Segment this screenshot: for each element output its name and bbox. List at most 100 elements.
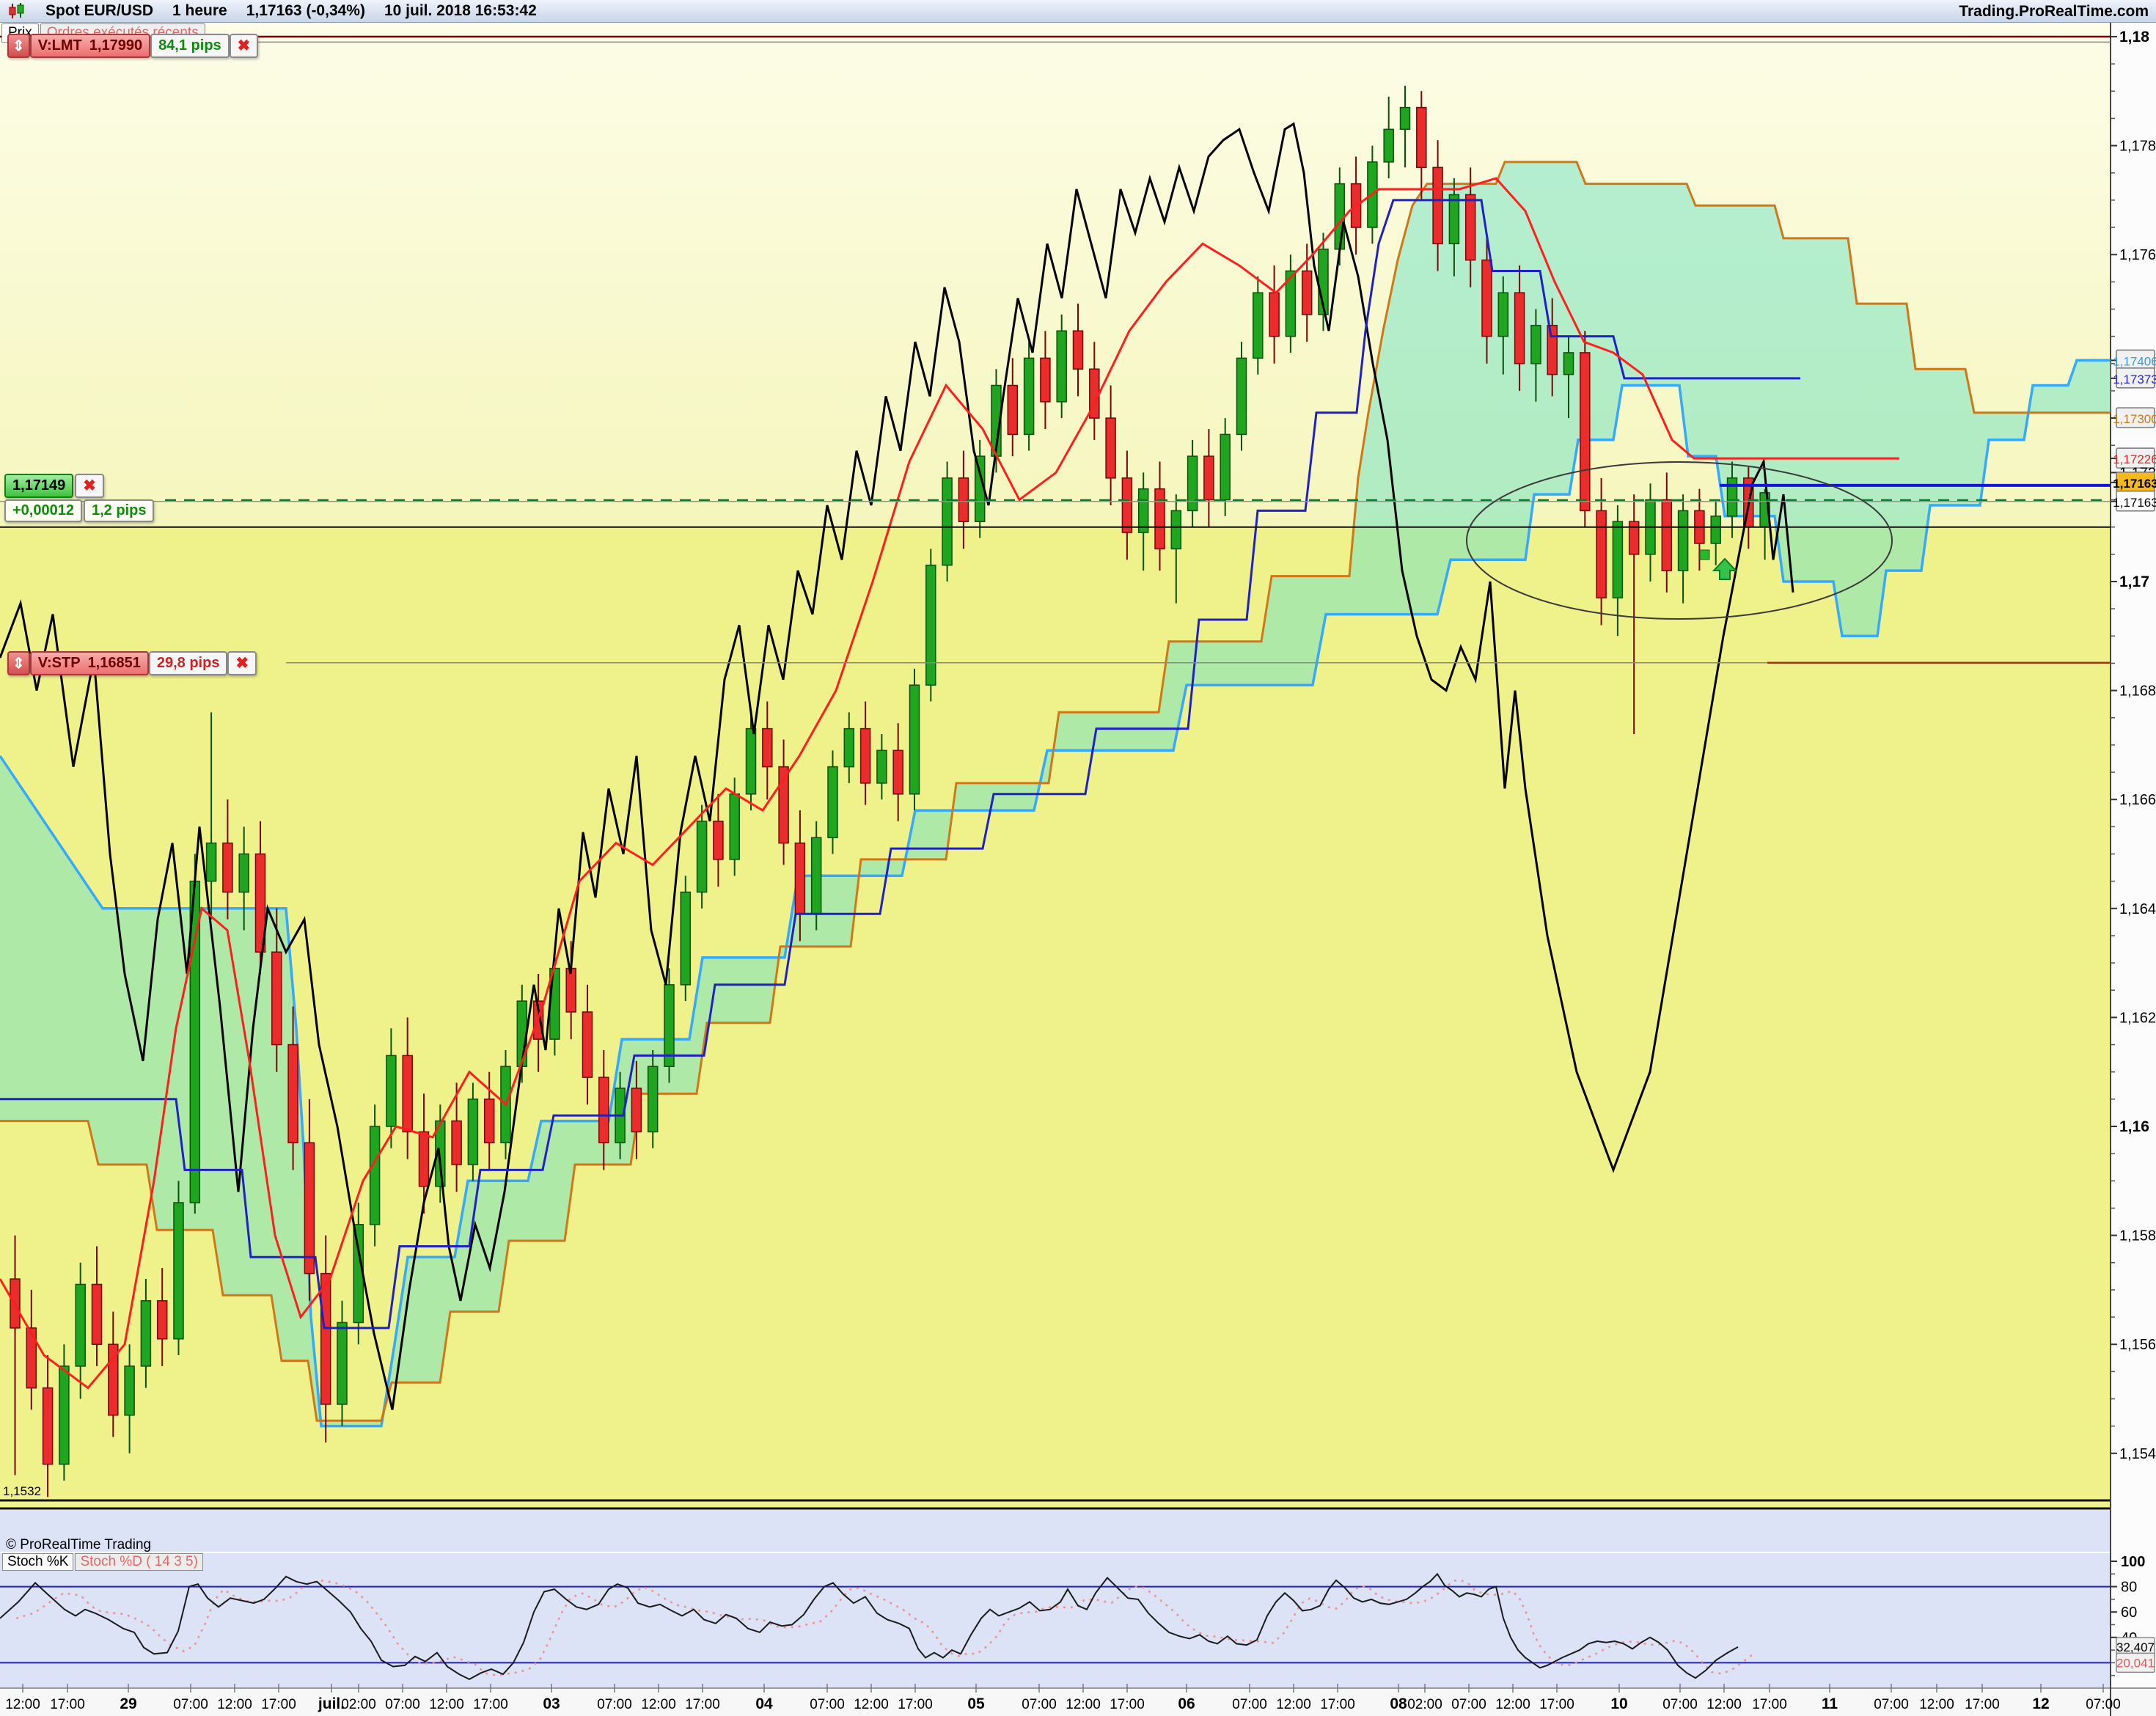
stop-order-pips: 29,8 pips (148, 651, 228, 675)
time-axis-label: 12:00 (1066, 1697, 1101, 1712)
price-axis-label: 1,17406 (2113, 354, 2156, 368)
tab-stoch-k[interactable]: Stoch %K (2, 1553, 74, 1571)
tab-stoch-d[interactable]: Stoch %D ( 14 3 5) (75, 1553, 203, 1571)
price-axis-label: 1,18 (2119, 29, 2149, 45)
time-axis-background (0, 1688, 2156, 1716)
time-axis-label: 12:00 (5, 1697, 40, 1712)
drag-updown-icon[interactable]: ⇕ (7, 651, 30, 675)
time-axis-label: 29 (120, 1695, 136, 1712)
price-axis-label: 1,178 (2119, 139, 2156, 155)
price-axis-label: 1,17226 (2113, 452, 2156, 466)
time-axis-label: 12:00 (641, 1697, 676, 1712)
position-widget[interactable]: 1,17149 ✖ +0,00012 1,2 pips (4, 474, 155, 524)
position-close-icon[interactable]: ✖ (75, 474, 104, 498)
time-axis-label: 17:00 (1320, 1697, 1355, 1712)
price-axis-label: 1,16 (2119, 1118, 2149, 1135)
stop-order-close-icon[interactable]: ✖ (227, 651, 257, 675)
price-axis-label: 1,154 (2119, 1446, 2156, 1462)
limit-order-close-icon[interactable]: ✖ (229, 34, 259, 58)
time-axis-label: 12:00 (217, 1697, 252, 1712)
price-axis-label: 1,17163 (2113, 496, 2156, 510)
price-overlay-line (0, 122, 1794, 1410)
stop-order-type: V:STP (37, 655, 81, 671)
price-axis-label: 1,168 (2119, 683, 2156, 700)
limit-order-price: 1,17990 (89, 37, 143, 54)
senkou-a-line (0, 161, 2111, 1422)
time-axis-label: 12:00 (1495, 1697, 1530, 1712)
position-price[interactable]: 1,17149 (4, 474, 74, 498)
time-axis-label: 12:00 (1276, 1697, 1311, 1712)
price-axis-label: 1,17 (2119, 573, 2149, 590)
indicator-panel-background (0, 1510, 2111, 1688)
tenkan-line (0, 177, 1899, 1390)
time-axis-label: juil. (318, 1695, 345, 1712)
price-axis-label: 1,158 (2119, 1228, 2156, 1244)
time-axis-label: 17:00 (473, 1697, 508, 1712)
time-axis-label: 07:00 (1662, 1697, 1698, 1712)
price-axis-label: 1,162 (2119, 1010, 2156, 1026)
time-axis-label: 07:00 (1874, 1697, 1909, 1712)
price-axis-label: 1,17300 (2113, 412, 2156, 426)
stoch-value-label: 20,041 (2116, 1656, 2155, 1670)
price-label-box (2116, 367, 2155, 389)
stop-order-widget[interactable]: ⇕ V:STP 1,16851 29,8 pips ✖ (7, 651, 257, 675)
time-axis-label: 07:00 (1022, 1697, 1057, 1712)
time-axis-label: 07:00 (1232, 1697, 1267, 1712)
timeframe-label[interactable]: 1 heure (172, 2, 227, 19)
position-pnl: +0,00012 (4, 499, 82, 522)
price-axis-label: 1,164 (2119, 901, 2156, 917)
time-axis-label: 02:00 (341, 1697, 376, 1712)
stoch-d-line (15, 1579, 1755, 1676)
time-axis-label: 17:00 (1965, 1697, 2000, 1712)
price-axis: 1,18 1,178 1,176 1,17406 1,17373 1,17300 1,172… (2111, 29, 2156, 1462)
time-axis-label: 03 (543, 1695, 560, 1712)
platform-link[interactable]: Trading.ProRealTime.com (1959, 3, 2149, 20)
limit-order-pips: 84,1 pips (150, 34, 230, 58)
indicator-lines (0, 122, 1899, 1410)
time-axis-label: 07:00 (385, 1697, 420, 1712)
stop-order-label[interactable]: V:STP 1,16851 (29, 651, 149, 675)
time-axis-label: 10 (1610, 1695, 1627, 1712)
time-axis-label: 17:00 (50, 1697, 85, 1712)
time-axis-label: 05 (967, 1695, 985, 1712)
time-axis-label: 12:00 (854, 1697, 889, 1712)
stoch-k-line (0, 1572, 1739, 1681)
stochastic-panel (0, 1572, 2111, 1681)
time-axis-label: 12 (2032, 1695, 2049, 1712)
symbol-title: Spot EUR/USD (45, 2, 153, 19)
stoch-value-label: 32,407 (2116, 1640, 2155, 1654)
level-lines (0, 35, 2111, 664)
copyright-label: © ProRealTime Trading (6, 1537, 152, 1552)
highlight-ellipse[interactable] (1466, 461, 1893, 620)
time-axis-label: 17:00 (1110, 1697, 1145, 1712)
price-axis-label: 1,17163 (2113, 477, 2156, 491)
time-axis-label: 17:00 (898, 1697, 933, 1712)
time-axis-label: 17:00 (1539, 1697, 1574, 1712)
senkou-b-line (0, 359, 2111, 1428)
stoch-axis-label: 100 (2121, 1554, 2145, 1570)
price-axis-label: 1,156 (2119, 1337, 2156, 1353)
time-axis-label: 17:00 (261, 1697, 296, 1712)
price-axis-label: 1,176 (2119, 247, 2156, 263)
datetime-label: 10 juil. 2018 16:53:42 (384, 2, 537, 19)
time-axis-label: 07:00 (2086, 1697, 2121, 1712)
time-axis-label: 07:00 (810, 1697, 845, 1712)
price-axis-label: 1,17373 (2113, 373, 2156, 386)
drag-updown-icon[interactable]: ⇕ (7, 34, 30, 58)
candlesticks (10, 85, 1770, 1497)
time-axis-label: 12:00 (1706, 1697, 1742, 1712)
stoch-axis-label: 80 (2121, 1580, 2137, 1596)
kijun-line (0, 199, 1800, 1330)
time-axis-label: 04 (755, 1695, 773, 1712)
price-label-box (2116, 407, 2155, 428)
time-axis: 12:00 17:00 29 07:00 12:00 17:00 juil.02:00 07:… (5, 1684, 2121, 1712)
annotations (1466, 461, 1893, 620)
limit-order-label[interactable]: V:LMT 1,17990 (29, 34, 151, 58)
time-axis-label: 02:00 (1407, 1697, 1442, 1712)
limit-order-widget[interactable]: ⇕ V:LMT 1,17990 84,1 pips ✖ (7, 34, 259, 58)
candlestick-icon (7, 3, 26, 19)
price-label-box (2116, 491, 2155, 512)
